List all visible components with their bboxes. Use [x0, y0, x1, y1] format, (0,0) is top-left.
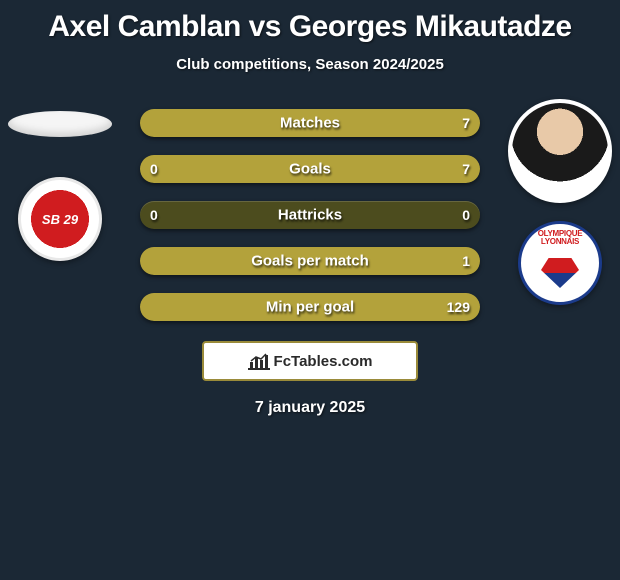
comparison-content: SB 29 OLYMPIQUE LYONNAIS Matches 7 Goals 0 7… [0, 103, 620, 381]
stat-value-left: 0 [150, 207, 158, 223]
stat-value-left: 0 [150, 161, 158, 177]
right-player-photo [508, 99, 612, 203]
stat-value-right: 1 [462, 253, 470, 269]
stat-label: Min per goal [266, 299, 354, 316]
stat-value-right: 7 [462, 115, 470, 131]
right-club-badge: OLYMPIQUE LYONNAIS [518, 221, 602, 305]
stat-label: Matches [280, 115, 340, 132]
chart-icon [248, 352, 270, 370]
right-club-label: OLYMPIQUE LYONNAIS [521, 230, 599, 246]
stat-bar: Hattricks 0 0 [140, 201, 480, 229]
brand-box: FcTables.com [202, 341, 418, 381]
right-player-column: OLYMPIQUE LYONNAIS [500, 103, 620, 305]
left-player-silhouette [8, 111, 112, 137]
stat-label: Goals [289, 161, 331, 178]
brand-text: FcTables.com [274, 353, 373, 370]
left-club-initials: SB 29 [42, 212, 78, 227]
subtitle: Club competitions, Season 2024/2025 [0, 56, 620, 73]
stat-bar: Min per goal 129 [140, 293, 480, 321]
left-player-column: SB 29 [0, 103, 120, 261]
stat-bar: Goals per match 1 [140, 247, 480, 275]
stat-bars: Matches 7 Goals 0 7 Hattricks 0 0 Goals per matc… [140, 103, 480, 321]
stat-bar: Matches 7 [140, 109, 480, 137]
stat-value-right: 129 [447, 299, 470, 315]
stat-bar: Goals 0 7 [140, 155, 480, 183]
stat-value-right: 7 [462, 161, 470, 177]
stat-value-right: 0 [462, 207, 470, 223]
date-text: 7 january 2025 [0, 399, 620, 417]
page-title: Axel Camblan vs Georges Mikautadze [0, 0, 620, 44]
left-club-badge: SB 29 [18, 177, 102, 261]
stat-label: Hattricks [278, 207, 342, 224]
stat-label: Goals per match [251, 253, 369, 270]
